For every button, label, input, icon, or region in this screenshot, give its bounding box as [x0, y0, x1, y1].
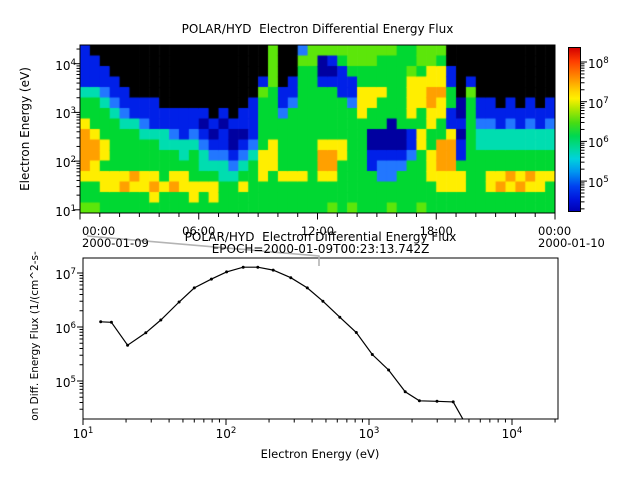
colorbar-tick-label: 108 — [588, 56, 609, 71]
bottom-xtick-label: 102 — [215, 426, 237, 441]
data-point — [435, 399, 439, 403]
data-point — [225, 270, 229, 274]
bottom-xtick-label: 103 — [358, 426, 380, 441]
top-xtick-date-label: 2000-01-10 — [538, 236, 605, 250]
data-point — [109, 320, 113, 324]
data-point — [338, 315, 342, 319]
data-point — [370, 353, 374, 356]
colorbar-tick-label: 107 — [588, 95, 609, 111]
data-point — [387, 368, 391, 372]
data-point — [289, 276, 293, 280]
data-point — [451, 400, 455, 404]
top-xtick-time-label: 12:00 — [300, 224, 335, 238]
data-point — [271, 268, 275, 272]
top-xtick-time-label: 00:00 — [538, 224, 572, 238]
data-point — [144, 331, 148, 335]
data-point — [417, 399, 421, 403]
bottom-ytick-label: 106 — [55, 321, 76, 336]
top-plot-ylabel: Electron Energy (eV) — [18, 67, 32, 191]
top-ytick-label: 101 — [55, 203, 76, 219]
data-point — [159, 318, 163, 322]
bottom-ytick-label: 105 — [55, 375, 76, 390]
data-point — [126, 343, 130, 347]
data-point — [305, 286, 309, 290]
bottom-xtick-label: 104 — [501, 426, 523, 441]
top-ytick-label: 102 — [55, 155, 76, 171]
top-xtick-time-label: 00:00 — [82, 224, 116, 238]
data-point — [209, 277, 213, 281]
data-point — [321, 299, 325, 303]
top-xtick-date-label: 2000-01-09 — [82, 236, 149, 250]
data-point — [256, 265, 260, 269]
top-xtick-time-label: 18:00 — [419, 224, 453, 238]
data-point — [403, 390, 407, 394]
top-ytick-label: 103 — [55, 106, 76, 122]
top-plot-title: POLAR/HYD Electron Differential Energy F… — [181, 22, 454, 36]
bottom-plot-title: POLAR/HYD Electron Differential Energy F… — [184, 230, 457, 244]
bottom-ytick-label: 107 — [55, 267, 76, 282]
colorbar-gradient — [568, 47, 581, 212]
bottom-plot-epoch-subtitle: EPOCH=2000-01-09T00:23:13.742Z — [211, 242, 430, 256]
bottom-plot-frame — [82, 257, 559, 420]
data-point — [192, 286, 196, 290]
bottom-plot-ylabel: on Diff. Energy Flux (1/(cm^2-s- — [29, 251, 41, 421]
data-point — [177, 300, 181, 304]
top-ytick-label: 104 — [55, 57, 76, 73]
data-point — [354, 331, 358, 334]
flux-curve — [100, 266, 464, 420]
data-point — [99, 320, 103, 324]
colorbar-tick-label: 106 — [588, 135, 609, 151]
data-point — [241, 265, 245, 269]
top-xtick-time-label: 06:00 — [182, 224, 216, 238]
colorbar-tick-label: 105 — [588, 175, 609, 191]
spectrogram-heatmap[interactable] — [80, 45, 555, 213]
bottom-xtick-label: 101 — [72, 426, 94, 441]
bottom-plot-xlabel: Electron Energy (eV) — [260, 447, 380, 461]
